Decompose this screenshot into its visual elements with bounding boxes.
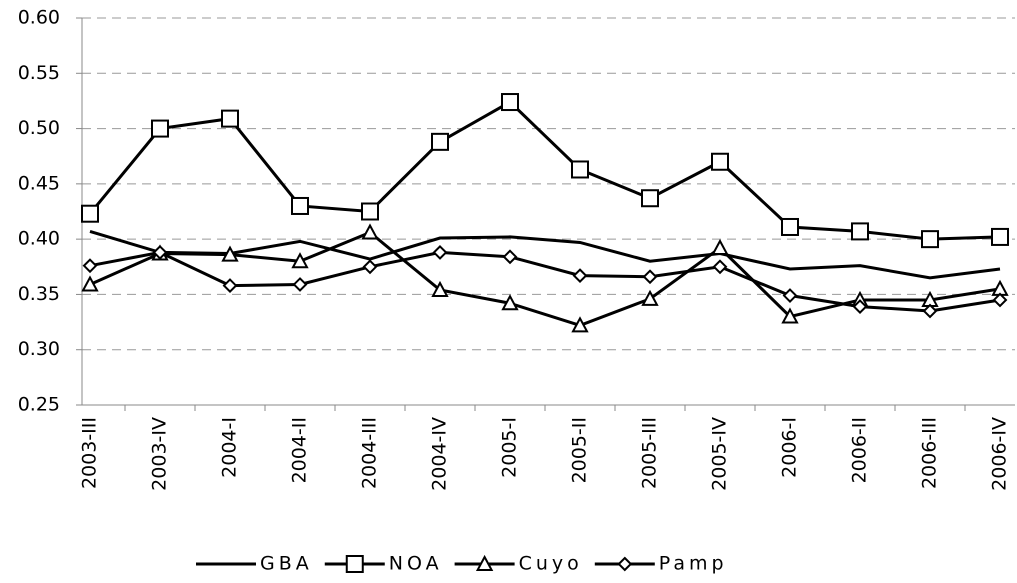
marker [221, 245, 239, 262]
x-tick-label: 2006-I [779, 417, 801, 478]
legend-label: GBA [260, 553, 313, 575]
marker [782, 288, 798, 303]
marker [361, 202, 379, 221]
x-tick-label: 2005-I [499, 417, 521, 478]
marker [781, 307, 799, 324]
marker [851, 222, 869, 241]
x-tick-label: 2003-IV [149, 417, 171, 491]
marker [431, 280, 449, 298]
marker [921, 230, 939, 249]
x-tick-label: 2005-III [639, 417, 661, 489]
y-tick-label: 0.60 [18, 7, 60, 29]
marker [81, 275, 99, 292]
x-tick-label: 2006-IV [989, 417, 1011, 491]
marker [781, 217, 799, 236]
marker [922, 303, 938, 319]
marker [152, 244, 168, 260]
marker [642, 269, 658, 285]
marker [711, 152, 729, 171]
series-line [89, 230, 1001, 327]
series-line [88, 100, 1001, 241]
marker [571, 316, 589, 333]
series-line [89, 250, 1001, 313]
marker [291, 196, 309, 215]
marker [475, 554, 494, 571]
marker [991, 227, 1009, 246]
marker [82, 258, 98, 274]
marker [151, 119, 169, 138]
marker [431, 132, 449, 151]
x-tick-label: 2006-III [919, 417, 941, 489]
marker [617, 556, 633, 572]
x-tick-label: 2004-III [359, 417, 381, 489]
marker [711, 238, 729, 255]
marker [361, 223, 379, 240]
marker [291, 252, 309, 269]
y-tick-label: 0.40 [18, 228, 60, 250]
marker [432, 244, 448, 260]
marker [641, 189, 659, 208]
marker [222, 278, 238, 293]
marker [501, 93, 519, 112]
x-tick-label: 2006-II [849, 417, 871, 483]
x-tick-label: 2004-II [289, 417, 311, 483]
x-tick-label: 2003-III [79, 417, 101, 489]
y-tick-label: 0.45 [18, 172, 60, 194]
marker [81, 204, 99, 223]
y-tick-label: 0.50 [18, 117, 60, 139]
x-tick-label: 2005-IV [709, 417, 731, 491]
y-tick-label: 0.30 [18, 338, 60, 360]
marker [501, 294, 519, 311]
marker [221, 109, 239, 128]
y-tick-label: 0.25 [18, 394, 60, 416]
y-tick-label: 0.35 [18, 283, 60, 305]
marker [712, 259, 728, 275]
marker [992, 292, 1008, 308]
marker [362, 259, 378, 275]
marker [641, 289, 659, 306]
marker [571, 160, 589, 179]
x-tick-label: 2005-II [569, 417, 591, 483]
legend-label: Pamp [659, 553, 728, 575]
y-tick-label: 0.55 [18, 62, 60, 84]
series-line [89, 229, 1001, 280]
marker [292, 277, 308, 292]
marker [345, 555, 364, 573]
legend-label: NOA [389, 553, 443, 575]
x-tick-label: 2004-IV [429, 417, 451, 491]
marker [852, 299, 868, 315]
legend-label: Cuyo [519, 553, 583, 575]
marker [502, 249, 518, 265]
x-tick-label: 2004-I [219, 417, 241, 478]
marker [572, 268, 588, 284]
